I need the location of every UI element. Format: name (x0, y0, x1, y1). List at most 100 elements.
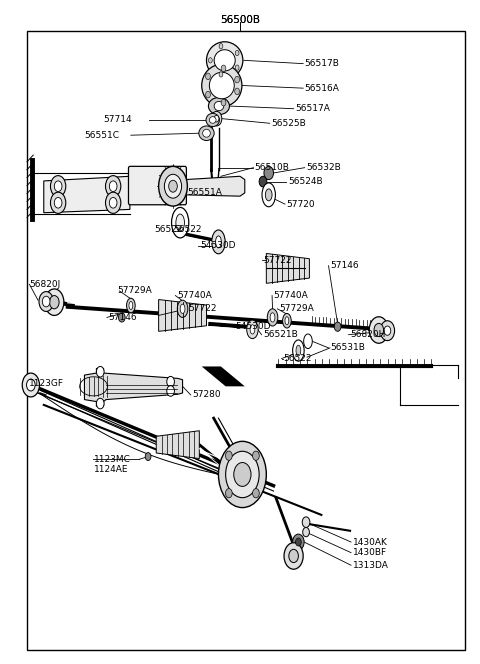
Circle shape (106, 175, 121, 197)
Circle shape (374, 323, 384, 337)
Text: 56532B: 56532B (306, 163, 341, 172)
Text: 1123MC: 1123MC (94, 455, 131, 463)
Text: 56522: 56522 (283, 354, 312, 363)
Text: 54530D: 54530D (235, 322, 271, 331)
Circle shape (158, 167, 187, 206)
Circle shape (211, 112, 222, 126)
Ellipse shape (127, 298, 135, 313)
Text: 1124AE: 1124AE (94, 465, 129, 474)
Circle shape (45, 289, 64, 315)
Circle shape (302, 517, 310, 527)
Text: 56516A: 56516A (305, 84, 339, 93)
Ellipse shape (206, 42, 243, 79)
Circle shape (96, 398, 104, 409)
Circle shape (226, 452, 259, 497)
Circle shape (226, 451, 232, 460)
Circle shape (289, 549, 299, 562)
Circle shape (167, 376, 174, 387)
Ellipse shape (209, 72, 234, 99)
Circle shape (235, 65, 239, 70)
Text: 54530D: 54530D (200, 241, 235, 250)
Text: 57740A: 57740A (177, 291, 212, 300)
Circle shape (235, 50, 239, 56)
Text: 57146: 57146 (108, 313, 137, 322)
Circle shape (369, 317, 388, 343)
Ellipse shape (270, 313, 275, 322)
Polygon shape (185, 176, 245, 196)
Text: 56510B: 56510B (254, 163, 289, 172)
Circle shape (235, 76, 240, 83)
Text: 1123GF: 1123GF (29, 379, 64, 388)
Circle shape (219, 72, 223, 77)
Circle shape (26, 379, 35, 391)
Text: 56517A: 56517A (295, 104, 330, 113)
Text: 57720: 57720 (287, 200, 315, 208)
Ellipse shape (209, 117, 216, 124)
Text: 57729A: 57729A (117, 286, 152, 295)
Polygon shape (202, 367, 245, 386)
Circle shape (234, 463, 251, 487)
Polygon shape (44, 176, 130, 212)
Circle shape (42, 296, 50, 307)
Text: 57722: 57722 (263, 256, 291, 265)
Circle shape (54, 181, 62, 191)
Circle shape (167, 386, 174, 396)
Circle shape (49, 295, 59, 309)
Circle shape (214, 116, 219, 122)
Ellipse shape (262, 183, 276, 207)
Circle shape (221, 100, 226, 106)
Text: 56820J: 56820J (29, 280, 60, 289)
Circle shape (293, 534, 304, 550)
Ellipse shape (171, 207, 189, 238)
Ellipse shape (206, 114, 219, 127)
Ellipse shape (304, 334, 312, 349)
Text: 57722: 57722 (188, 304, 217, 313)
Ellipse shape (293, 340, 304, 361)
Text: 1430AK: 1430AK (352, 538, 387, 546)
Circle shape (119, 313, 125, 322)
Text: 57280: 57280 (192, 390, 221, 400)
Circle shape (54, 197, 62, 208)
Ellipse shape (214, 50, 235, 71)
Circle shape (106, 192, 121, 213)
Circle shape (96, 367, 104, 377)
Circle shape (205, 92, 210, 98)
Circle shape (264, 167, 274, 179)
Ellipse shape (250, 325, 255, 334)
Circle shape (208, 58, 212, 63)
Text: 56820H: 56820H (350, 330, 385, 339)
Text: 56531B: 56531B (330, 343, 365, 353)
Text: 56524B: 56524B (288, 177, 323, 186)
Circle shape (39, 291, 53, 311)
Ellipse shape (296, 345, 301, 356)
Circle shape (145, 453, 151, 461)
Ellipse shape (208, 98, 229, 115)
Text: 56522: 56522 (154, 226, 182, 234)
Text: 56500B: 56500B (220, 15, 260, 25)
Ellipse shape (216, 236, 221, 248)
Ellipse shape (285, 317, 289, 325)
Circle shape (380, 321, 395, 341)
Ellipse shape (283, 313, 291, 328)
Circle shape (296, 538, 301, 546)
Text: 1430BF: 1430BF (352, 548, 386, 557)
Text: 56551A: 56551A (187, 189, 222, 197)
Circle shape (303, 527, 310, 537)
Circle shape (334, 322, 341, 331)
Circle shape (109, 181, 117, 191)
Circle shape (109, 197, 117, 208)
Circle shape (205, 73, 210, 80)
Ellipse shape (265, 189, 272, 201)
Polygon shape (158, 299, 206, 331)
Ellipse shape (247, 320, 258, 339)
Ellipse shape (180, 304, 185, 313)
Circle shape (218, 442, 266, 507)
Text: 56551C: 56551C (84, 131, 120, 139)
Circle shape (384, 326, 391, 335)
Text: 56517B: 56517B (305, 59, 339, 68)
Text: 57146: 57146 (330, 261, 359, 270)
Circle shape (50, 175, 66, 197)
Ellipse shape (267, 309, 278, 326)
Polygon shape (266, 254, 310, 284)
Polygon shape (156, 431, 199, 459)
